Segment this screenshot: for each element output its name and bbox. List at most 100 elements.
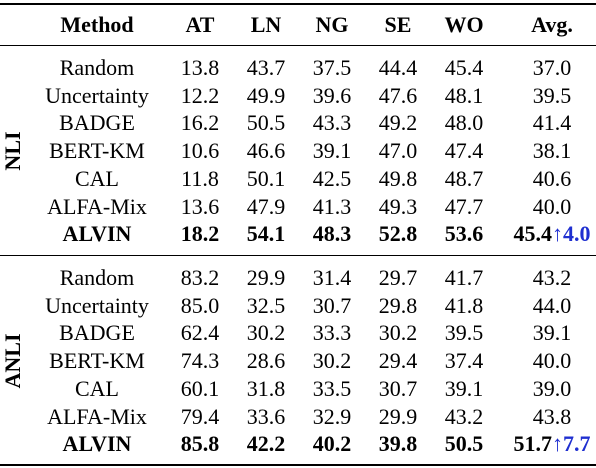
score-cell: 48.7 [444,165,484,191]
avg-gain: ↑7.7 [552,431,591,457]
method-cell: ALFA-Mix [47,193,147,219]
score-cell: 47.0 [378,138,418,164]
score-cell: 39.5 [444,320,484,346]
method-cell: ALVIN [62,221,132,247]
score-cell: 39.0 [532,375,572,401]
score-cell: 30.2 [378,320,418,346]
score-cell: 85.0 [180,292,220,318]
score-cell: 39.8 [378,431,418,457]
score-cell: 29.9 [246,265,286,290]
score-cell: 41.7 [444,265,484,290]
score-cell: 43.2 [444,403,484,429]
score-cell: 49.2 [378,110,418,136]
score-cell: 18.2 [180,221,220,247]
score-cell: 42.2 [246,431,286,457]
score-cell: 13.8 [180,55,220,80]
score-cell: 43.7 [246,55,286,80]
score-cell: 30.2 [246,320,286,346]
score-cell: 83.2 [180,265,220,290]
header-rule [0,45,596,46]
score-cell: 49.8 [378,165,418,191]
score-cell: 48.3 [312,221,352,247]
score-cell: 32.9 [312,403,352,429]
header-cell: NG [315,12,349,37]
method-cell: Random [59,55,135,80]
group-label: NLI [0,131,25,171]
method-cell: Uncertainty [45,82,149,108]
score-cell: 53.6 [444,221,484,247]
score-cell: 48.0 [444,110,484,136]
score-cell: 50.5 [246,110,286,136]
header-cell: Avg. [531,12,573,37]
method-cell: ALFA-Mix [47,403,147,429]
method-cell: BERT-KM [49,138,145,164]
score-cell: 32.5 [246,292,286,318]
score-cell: 38.1 [532,138,572,164]
score-cell: 29.7 [378,265,418,290]
header-cell: LN [250,12,282,37]
score-cell: 10.6 [180,138,220,164]
score-cell: 50.5 [444,431,484,457]
score-cell: 47.9 [246,193,286,219]
method-cell: BERT-KM [49,348,145,374]
score-cell: 40.0 [532,193,572,219]
score-cell: 43.3 [312,110,352,136]
score-cell: 28.6 [246,348,286,374]
score-cell: 37.4 [444,348,484,374]
score-cell: 31.8 [246,375,286,401]
score-cell: 79.4 [180,403,220,429]
score-cell: 11.8 [181,165,219,191]
avg-cell: 45.4↑4.0 [514,223,591,245]
score-cell: 30.7 [312,292,352,318]
score-cell: 33.6 [246,403,286,429]
top-rule [0,3,596,5]
score-cell: 45.4 [444,55,484,80]
score-cell: 39.6 [312,82,352,108]
score-cell: 16.2 [180,110,220,136]
score-cell: 29.9 [378,403,418,429]
score-cell: 74.3 [180,348,220,374]
score-cell: 44.0 [532,292,572,318]
header-cell: AT [185,12,215,37]
score-cell: 40.0 [532,348,572,374]
score-cell: 31.4 [312,265,352,290]
score-cell: 85.8 [180,431,220,457]
score-cell: 39.1 [444,375,484,401]
score-cell: 33.5 [312,375,352,401]
score-cell: 44.4 [378,55,418,80]
score-cell: 43.8 [532,403,572,429]
score-cell: 29.4 [378,348,418,374]
group-label: ANLI [0,333,25,389]
score-cell: 54.1 [246,221,286,247]
group-rule [0,255,596,256]
score-cell: 39.5 [532,82,572,108]
score-cell: 52.8 [378,221,418,247]
method-cell: CAL [75,165,119,191]
score-cell: 40.6 [532,165,572,191]
score-cell: 41.4 [532,110,572,136]
score-cell: 47.4 [444,138,484,164]
header-cell: SE [384,12,412,37]
score-cell: 62.4 [180,320,220,346]
method-cell: CAL [75,375,119,401]
score-cell: 47.6 [378,82,418,108]
score-cell: 30.2 [312,348,352,374]
score-cell: 33.3 [312,320,352,346]
avg-value: 45.4 [513,221,553,247]
score-cell: 12.2 [180,82,220,108]
method-cell: ALVIN [62,431,132,457]
score-cell: 43.2 [532,265,572,290]
score-cell: 39.1 [312,138,352,164]
method-cell: BADGE [59,320,135,346]
score-cell: 46.6 [246,138,286,164]
method-cell: Uncertainty [45,292,149,318]
method-cell: BADGE [59,110,135,136]
score-cell: 42.5 [312,165,352,191]
method-cell: Random [59,265,135,290]
score-cell: 49.9 [246,82,286,108]
score-cell: 50.1 [246,165,286,191]
avg-gain: ↑4.0 [552,221,591,247]
score-cell: 41.8 [444,292,484,318]
score-cell: 13.6 [180,193,220,219]
